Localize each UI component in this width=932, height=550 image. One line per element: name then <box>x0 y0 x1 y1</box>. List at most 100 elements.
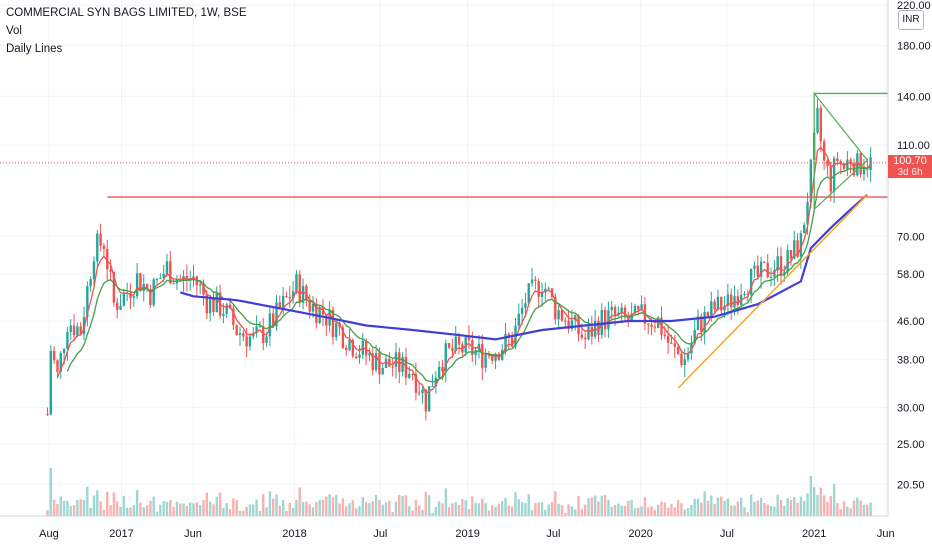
volume-bar <box>139 502 142 516</box>
volume-bar <box>796 502 799 516</box>
volume-bar <box>530 510 534 516</box>
volume-bar <box>676 500 680 516</box>
candle-body <box>96 233 99 262</box>
candle-body <box>743 293 746 295</box>
candle-body <box>786 250 789 273</box>
volume-bar <box>159 504 162 516</box>
volume-bar <box>484 503 487 516</box>
price-tick-label: 58.00 <box>897 269 925 281</box>
chart-legend: COMMERCIAL SYN BAGS LIMITED, 1W, BSE Vol… <box>6 4 246 58</box>
candle-body <box>600 309 603 335</box>
volume-bar <box>670 503 673 516</box>
volume-bar <box>597 501 600 516</box>
volume-bar <box>135 490 139 516</box>
daily-lines-indicator-label[interactable]: Daily Lines <box>6 43 63 55</box>
candle-body <box>139 273 142 292</box>
volume-bar <box>564 512 567 516</box>
candle-body <box>756 265 759 277</box>
symbol-title[interactable]: COMMERCIAL SYN BAGS LIMITED, 1W, BSE <box>6 7 247 19</box>
volume-bar <box>524 503 527 516</box>
volume-bar <box>242 510 245 516</box>
volume-bar <box>301 501 305 516</box>
candle-body <box>112 271 116 303</box>
candle-body <box>683 359 686 366</box>
candle-body <box>613 306 617 316</box>
candle-body <box>610 306 613 311</box>
candle-body <box>700 316 703 333</box>
candle-body <box>76 326 79 336</box>
price-tick-label: 110.00 <box>897 140 930 152</box>
candle-body <box>560 309 564 321</box>
volume-bar <box>783 505 786 516</box>
candle-body <box>132 296 135 298</box>
candle-body <box>331 309 335 338</box>
candle-body <box>242 333 245 337</box>
volume-bar <box>424 491 428 516</box>
candle-body <box>769 276 773 278</box>
candle-body <box>494 353 497 361</box>
volume-bar <box>663 502 667 516</box>
candle-body <box>746 293 750 295</box>
candle-body <box>298 274 301 303</box>
volume-bar <box>839 509 842 516</box>
candle-body <box>368 353 371 356</box>
currency-badge[interactable]: INR <box>898 10 924 30</box>
candle-body <box>245 336 248 347</box>
volume-bar <box>338 503 341 516</box>
candle-body <box>673 343 676 347</box>
volume-bar <box>152 496 155 516</box>
volume-bar <box>803 501 806 516</box>
volume-indicator-label[interactable]: Vol <box>6 25 22 37</box>
candle-body <box>106 248 109 270</box>
volume-bar <box>275 494 278 516</box>
volume-bar <box>537 502 540 516</box>
volume-bar <box>610 506 613 516</box>
candle-body <box>66 332 69 349</box>
volume-bar <box>693 498 696 516</box>
volume-bar <box>763 502 766 516</box>
time-tick-label: Aug <box>39 528 59 540</box>
volume-bar <box>119 506 122 516</box>
volume-bar <box>401 496 404 516</box>
candle-body <box>49 350 53 415</box>
volume-bar <box>328 494 331 516</box>
candle-body <box>281 295 285 309</box>
volume-bar <box>418 505 421 516</box>
volume-bar <box>56 503 59 516</box>
volume-bar <box>514 492 517 516</box>
candle-body <box>653 326 657 328</box>
time-tick-label: Jun <box>877 528 895 540</box>
time-tick-label: 2019 <box>455 528 479 540</box>
volume-bar <box>683 509 686 516</box>
candle-body <box>414 373 418 393</box>
volume-bar <box>361 497 365 516</box>
candlesticks <box>46 98 872 421</box>
volume-bars <box>46 468 872 516</box>
volume-bar <box>388 500 391 516</box>
candle-body <box>212 297 215 313</box>
candle-body <box>447 343 451 348</box>
volume-bar <box>198 504 202 516</box>
volume-bar <box>288 502 291 516</box>
volume-bar <box>723 500 726 516</box>
ema-fast-line <box>56 146 872 395</box>
volume-bar <box>464 500 467 516</box>
volume-bar <box>583 504 587 516</box>
volume-bar <box>467 508 471 516</box>
volume-bar <box>504 497 507 516</box>
price-tick-label: 70.00 <box>897 231 925 243</box>
volume-bar <box>182 503 185 516</box>
candle-body <box>62 348 66 354</box>
candle-body <box>603 309 607 330</box>
candle-body <box>159 278 162 280</box>
candle-body <box>690 343 693 354</box>
volume-bar <box>510 506 514 516</box>
volume-bar <box>806 493 809 516</box>
candle-body <box>238 333 242 335</box>
candle-body <box>215 292 218 313</box>
candle-body <box>849 159 852 163</box>
candle-body <box>258 326 262 328</box>
volume-bar <box>82 499 86 516</box>
volume-bar <box>577 495 580 516</box>
